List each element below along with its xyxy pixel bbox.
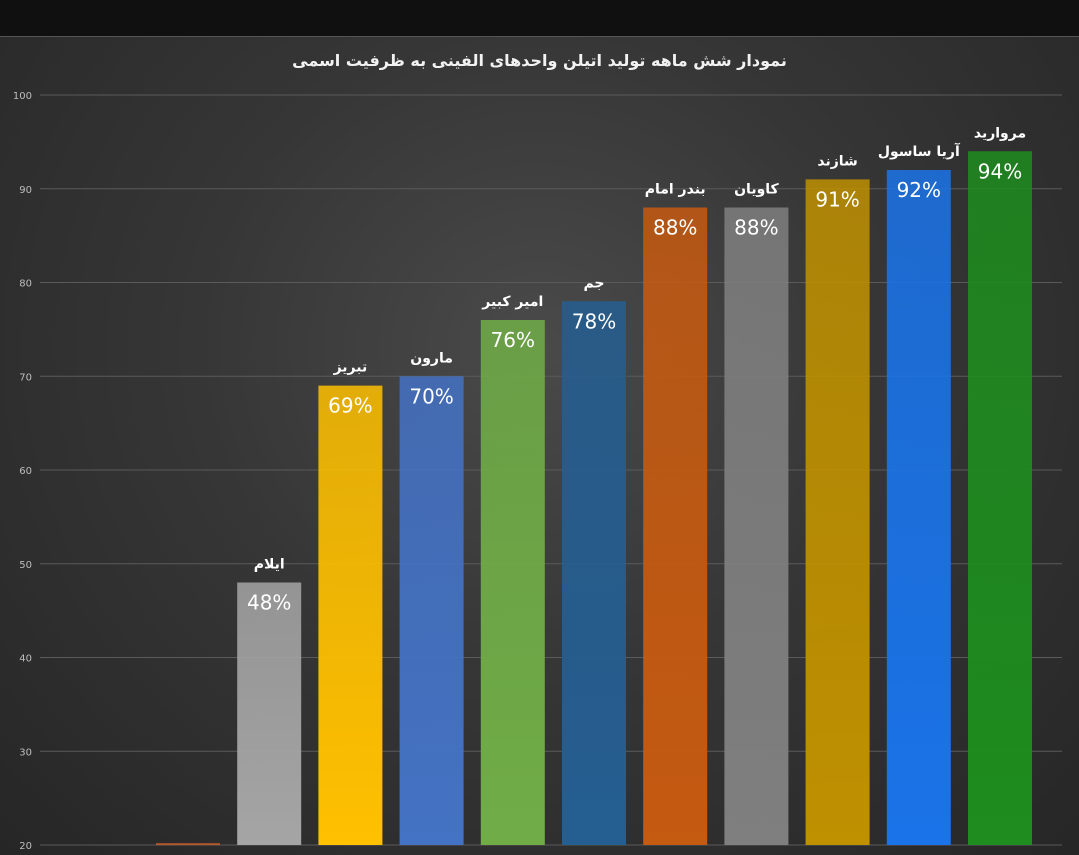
y-tick-label: 40 bbox=[19, 654, 32, 665]
y-tick-label: 30 bbox=[19, 747, 32, 758]
bar-chart: 20 30 40 50 60 70 80 90 100 48% ایلام 69% تبریز 70% ما… bbox=[13, 91, 1062, 852]
bar bbox=[480, 320, 545, 845]
chart-area: نمودار شش ماهه تولید اتیلن واحدهای الفین… bbox=[0, 36, 1079, 855]
y-tick-label: 20 bbox=[19, 841, 32, 852]
bar-value-label: 88% bbox=[734, 216, 778, 240]
bar-category-label: شازند bbox=[817, 153, 857, 169]
bar-category-label: آریا ساسول bbox=[878, 142, 961, 160]
bar-value-label: 94% bbox=[978, 159, 1022, 183]
bar-category-label: مارون bbox=[410, 350, 453, 366]
bar-value-label: 70% bbox=[409, 384, 453, 408]
bar-value-label: 78% bbox=[572, 309, 616, 333]
bar bbox=[318, 385, 383, 845]
bar bbox=[886, 170, 951, 845]
bar-category-label: کاویان bbox=[734, 182, 779, 198]
y-tick-label: 50 bbox=[19, 560, 32, 571]
y-tick-label: 70 bbox=[19, 372, 32, 383]
chart-title: نمودار شش ماهه تولید اتیلن واحدهای الفین… bbox=[292, 51, 787, 70]
bar-category-label: ایلام bbox=[254, 557, 285, 573]
bar-value-label: 76% bbox=[491, 328, 535, 352]
bar bbox=[399, 376, 464, 845]
top-bar bbox=[0, 0, 1079, 36]
bar-value-label: 88% bbox=[653, 216, 697, 240]
bar-category-label: امیر کبیر bbox=[481, 294, 543, 310]
bar bbox=[237, 582, 302, 845]
bar-category-label: بندر امام bbox=[645, 182, 706, 198]
y-tick-label: 100 bbox=[13, 91, 32, 102]
bar bbox=[156, 843, 220, 846]
y-tick-label: 60 bbox=[19, 466, 32, 477]
bar-value-label: 48% bbox=[247, 591, 291, 615]
bar-value-label: 91% bbox=[815, 187, 859, 211]
bar bbox=[805, 179, 870, 845]
bar-category-label: جم bbox=[583, 275, 604, 291]
bar bbox=[562, 301, 626, 845]
bar-category-label: تبریز bbox=[333, 360, 368, 376]
bar-value-label: 69% bbox=[328, 394, 372, 418]
bar bbox=[643, 207, 708, 845]
y-tick-label: 80 bbox=[19, 279, 32, 290]
bar-value-label: 92% bbox=[897, 178, 941, 202]
bar-category-label: مروارید bbox=[974, 125, 1026, 141]
bar bbox=[724, 207, 789, 845]
bar bbox=[968, 151, 1032, 845]
y-tick-label: 90 bbox=[19, 185, 32, 196]
